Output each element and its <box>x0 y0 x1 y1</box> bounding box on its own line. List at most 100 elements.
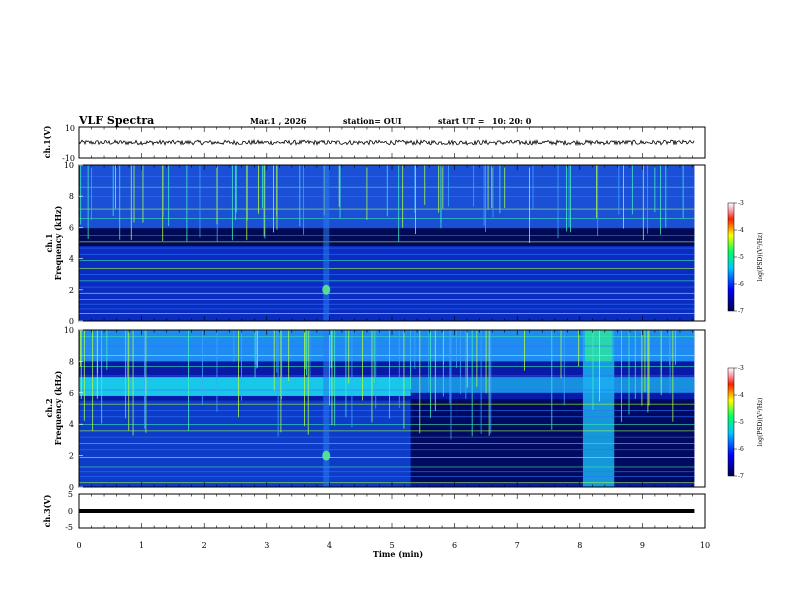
colorbar-tick-label: -7 <box>738 308 744 315</box>
spectrogram-spike <box>276 330 278 373</box>
x-tick-label: 6 <box>452 541 457 550</box>
spectrogram-narrowband-line <box>79 267 695 269</box>
spectrogram-spike <box>258 165 259 214</box>
spectrogram-spike <box>665 165 667 228</box>
y-tick-label: 6 <box>69 223 74 232</box>
spectrogram-spike <box>449 330 451 404</box>
spectrogram-spike <box>299 165 301 227</box>
spectrogram-spike <box>303 165 305 235</box>
ch1-ylabel-line2: Frequency (kHz) <box>53 205 63 280</box>
spectrogram-spike <box>488 330 490 436</box>
spectrogram-narrowband-line <box>79 227 695 229</box>
spectrogram-spike <box>487 165 489 210</box>
y-tick-label: 2 <box>69 452 74 461</box>
ch1-spectrogram-panel: 0 2 4 6 8 10 ch.1 Frequency (kHz) -3 -4 -5 -6 -7 … <box>44 161 764 326</box>
spectrogram-spike <box>241 330 242 401</box>
spectrogram-spike <box>255 330 257 369</box>
spectrogram-spike <box>532 165 534 210</box>
x-tick-label: 10 <box>700 541 710 550</box>
spectrogram-spike <box>628 330 630 415</box>
spectrogram-spike <box>476 330 478 388</box>
spectrogram-spike <box>592 330 594 410</box>
spectrogram-spike <box>414 165 416 213</box>
spectrogram-spike <box>448 165 450 207</box>
spectrogram-spike <box>563 330 565 406</box>
y-tick-label: 2 <box>69 286 74 295</box>
ch1-colorbar-scale <box>727 202 735 312</box>
spectrogram-narrowband-line <box>79 410 695 411</box>
start-ut-label: start UT = <box>438 116 485 126</box>
spectrogram-spike <box>263 165 265 237</box>
spectrogram-spike <box>450 330 452 440</box>
spectrogram-spike <box>373 330 375 384</box>
spectrogram-event-spot <box>322 284 331 295</box>
ch3-waveform-panel: 5 0 -5 ch.3(V) <box>42 490 706 532</box>
spectrogram-spike <box>92 330 94 431</box>
spectrogram-spike <box>430 330 431 418</box>
ch2-colorbar: -3 -4 -5 -6 -7 log(PSD)(V²/Hz) <box>727 365 764 480</box>
x-tick-label: 7 <box>515 541 520 550</box>
spectrogram-spike <box>623 165 624 229</box>
spectrogram-spike <box>231 165 233 241</box>
spectrogram-narrowband-line <box>79 175 695 177</box>
spectrogram-spike <box>307 330 309 435</box>
x-tick-label: 5 <box>389 541 394 550</box>
colorbar-tick-label: -3 <box>738 365 744 372</box>
spectrogram-spike <box>199 165 201 238</box>
spectrogram-narrowband-line <box>79 308 695 310</box>
spectrogram-spike <box>642 165 644 241</box>
spectrogram-spike <box>529 165 530 243</box>
spectrogram-spike <box>480 330 482 434</box>
spectrogram-spike <box>80 165 82 225</box>
ch1-waveform-trace <box>78 138 695 147</box>
spectrogram-spike <box>112 165 114 216</box>
colorbar-tick-label: -5 <box>738 254 744 261</box>
spectrogram-spike <box>669 330 671 394</box>
colorbar-tick-label: -5 <box>738 419 744 426</box>
spectrogram-spike <box>132 330 134 436</box>
x-tick-label: 1 <box>139 541 144 550</box>
spectrogram-narrowband-line <box>79 286 695 288</box>
spectrogram-spike <box>246 165 248 241</box>
spectrogram-narrowband-line <box>79 449 695 451</box>
ch1-waveform-panel: 10 -10 ch.1(V) <box>42 124 706 163</box>
spectrogram-spike <box>306 330 307 376</box>
spectrogram-narrowband-line <box>79 476 695 477</box>
spectrogram-spike <box>644 330 646 392</box>
spectrogram-spike <box>485 330 487 394</box>
spectrogram-spike <box>647 165 649 234</box>
spectrogram-spike <box>106 330 108 370</box>
spectrogram-spike <box>491 165 493 208</box>
spectrogram-spike <box>371 330 373 423</box>
spectrogram-narrowband-line <box>79 299 695 300</box>
spectrogram-spike <box>465 330 467 399</box>
spectrogram-spike <box>201 330 203 406</box>
y-tick-label: 6 <box>69 389 74 398</box>
ch3-ytick-top: 5 <box>68 490 73 499</box>
spectrogram-spike <box>162 165 164 242</box>
spectrogram-spike <box>233 330 235 362</box>
ch1-colorbar-label: log(PSD)(V²/Hz) <box>757 233 764 282</box>
spectrogram-band-dark <box>410 399 695 483</box>
spectrogram-spike <box>329 330 330 406</box>
spectrogram-spike <box>647 330 649 413</box>
spectrogram-narrowband-line <box>79 260 695 261</box>
spectrogram-spike <box>442 165 444 209</box>
spectrogram-spike <box>570 165 571 233</box>
spectrogram-spike <box>277 330 279 437</box>
spectrogram-spike <box>466 330 468 388</box>
spectrogram-band-dark <box>79 227 695 247</box>
spectrogram-spike <box>660 165 661 235</box>
spectrogram-spike <box>145 330 147 433</box>
spectrogram-spike <box>162 165 164 217</box>
spectrogram-spike <box>414 330 416 369</box>
spectrogram-narrowband-line <box>79 336 695 338</box>
x-tick-label: 9 <box>640 541 645 550</box>
spectrogram-spike <box>235 165 237 213</box>
spectrogram-spike <box>101 330 103 424</box>
spectrogram-spike <box>428 330 430 392</box>
spectrogram-spike <box>276 165 278 217</box>
y-tick-label: 4 <box>69 255 74 264</box>
spectrogram-event-column <box>323 165 330 321</box>
spectrogram-spike <box>309 330 311 379</box>
